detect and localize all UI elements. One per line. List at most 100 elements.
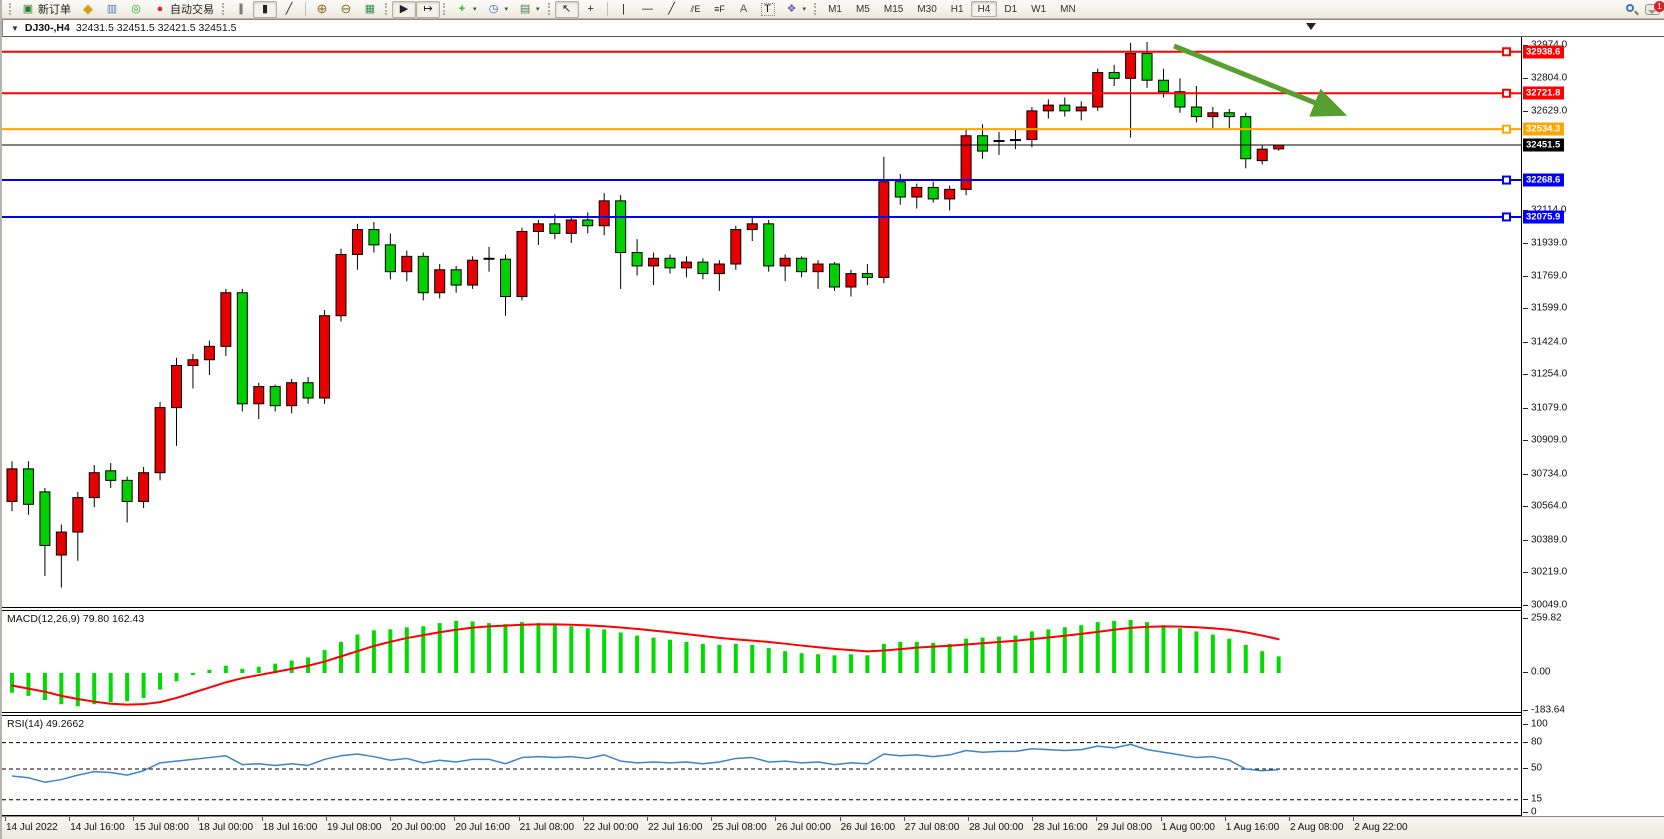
- candle-bearish: [549, 223, 561, 234]
- candlestick-chart-button[interactable]: ▮: [253, 0, 277, 18]
- candle-bullish: [944, 188, 956, 200]
- level-line-endpoint[interactable]: [1502, 88, 1511, 98]
- downtrend-arrow-annotation[interactable]: [1173, 43, 1348, 117]
- time-axis-label: 2 Aug 22:00: [1354, 822, 1408, 833]
- candle-bearish: [977, 135, 989, 152]
- time-axis-label: 1 Aug 00:00: [1161, 822, 1215, 833]
- timeframe-toolbar: M1 M5 M15 M30 H1 H4 D1 W1 MN: [821, 1, 1083, 17]
- macd-indicator-pane[interactable]: MACD(12,26,9) 79.80 162.43: [2, 610, 1521, 713]
- candle-bullish: [1026, 110, 1038, 141]
- chart-shift-button[interactable]: ↦: [416, 0, 440, 18]
- trend-line-tool-button[interactable]: ╱: [660, 1, 684, 18]
- time-scale-axis[interactable]: 14 Jul 2022 14 Jul 16:00 15 Jul 08:00 18 Ju…: [2, 816, 1664, 839]
- price-tick-label-tick: [1523, 275, 1528, 277]
- candle-bearish: [417, 255, 429, 294]
- cursor-icon: ↖: [561, 3, 572, 15]
- timeframe-button-H1[interactable]: H1: [950, 3, 964, 15]
- price-tick-label: 30049.0: [1531, 599, 1568, 611]
- toolbar-grip[interactable]: [9, 3, 13, 15]
- indicators-button[interactable]: + ▾: [450, 1, 482, 18]
- toolbar-grip[interactable]: [443, 3, 447, 15]
- level-price-tag[interactable]: 32534.3: [1523, 122, 1565, 136]
- search-button[interactable]: [1626, 3, 1639, 15]
- auto-trading-button[interactable]: ● 自动交易: [148, 1, 219, 18]
- tile-windows-button[interactable]: ▦: [358, 1, 382, 18]
- time-tick: [711, 817, 713, 821]
- zoom-out-button[interactable]: ⊖: [334, 1, 358, 18]
- price-tick-label-tick: [1523, 539, 1528, 541]
- candle-bearish: [236, 292, 248, 405]
- candle-bearish: [483, 257, 495, 260]
- candle-bearish: [1059, 104, 1071, 112]
- price-tick-label-tick: [1523, 605, 1528, 606]
- price-scale-axis[interactable]: 32974.0 32804.0 32629.0 32114.0 31939.0 31769…: [1521, 37, 1664, 818]
- toolbar-grip[interactable]: [547, 3, 552, 15]
- price-tick-label-tick: [1523, 111, 1528, 113]
- chart-menu-dropdown-icon[interactable]: ▼: [11, 23, 19, 33]
- time-axis-label: 18 Jul 16:00: [262, 822, 318, 833]
- cursor-tool-button[interactable]: ↖: [554, 0, 579, 18]
- price-tick-label: 31079.0: [1531, 402, 1568, 414]
- candle-bullish: [565, 219, 577, 234]
- crosshair-icon: +: [587, 3, 594, 15]
- level-line-endpoint[interactable]: [1502, 124, 1511, 134]
- rsi-scale-label-tick: [1523, 768, 1528, 769]
- horizontal-line-tool-button[interactable]: —: [636, 1, 660, 18]
- toolbar-grip[interactable]: [385, 3, 389, 15]
- arrows-tool-button[interactable]: ❖ ▾: [780, 1, 812, 18]
- price-chart-pane[interactable]: [2, 37, 1521, 608]
- notifications-button[interactable]: 1: [1645, 0, 1664, 15]
- equidistant-channel-tool-button[interactable]: ⫽E: [684, 1, 708, 18]
- time-tick: [582, 817, 584, 821]
- signals-button[interactable]: ◎: [124, 1, 148, 18]
- current-price-tag[interactable]: 32451.5: [1523, 138, 1565, 152]
- timeframe-button-D1[interactable]: D1: [1004, 3, 1018, 15]
- timeframe-button-M1[interactable]: M1: [828, 3, 842, 15]
- text-label-tool-button[interactable]: T: [756, 1, 780, 18]
- rsi-scale-label-tick: [1523, 798, 1528, 800]
- price-tick-label: 31769.0: [1531, 270, 1568, 282]
- vertical-line-tool-button[interactable]: |: [612, 1, 636, 18]
- price-tick-label-tick: [1523, 440, 1528, 442]
- level-price-tag[interactable]: 32268.6: [1523, 173, 1565, 187]
- line-chart-button[interactable]: ╱: [277, 1, 301, 18]
- candle-bearish: [615, 200, 627, 254]
- timeframe-button-MN[interactable]: MN: [1060, 3, 1076, 15]
- level-line-endpoint[interactable]: [1502, 175, 1511, 185]
- level-price-tag[interactable]: 32721.8: [1523, 86, 1565, 100]
- candle-bullish: [532, 223, 544, 232]
- arrows-caret-icon: ▾: [802, 6, 807, 13]
- periods-button[interactable]: ◷ ▾: [482, 1, 514, 18]
- fibonacci-tool-button[interactable]: ≡F: [708, 1, 732, 18]
- vertical-line-icon: |: [622, 3, 625, 15]
- quotes-button[interactable]: ◆: [76, 1, 100, 18]
- indicators-plus-icon: +: [458, 3, 466, 15]
- price-tick-label-tick: [1523, 209, 1528, 211]
- templates-button[interactable]: ▤ ▾: [513, 1, 545, 18]
- level-line-endpoint[interactable]: [1502, 212, 1511, 222]
- level-line-endpoint[interactable]: [1502, 47, 1511, 57]
- bar-chart-button[interactable]: ∥: [229, 1, 253, 18]
- toolbar-grip[interactable]: [814, 3, 818, 15]
- new-order-button[interactable]: ▣ 新订单: [16, 1, 76, 18]
- text-tool-button[interactable]: A: [732, 1, 756, 18]
- depth-of-market-button[interactable]: ▥: [100, 1, 124, 18]
- level-price-tag[interactable]: 32938.6: [1523, 45, 1565, 59]
- chart-shift-marker[interactable]: [1306, 23, 1316, 30]
- timeframe-button-H4[interactable]: H4: [970, 1, 998, 17]
- timeframe-button-M5[interactable]: M5: [855, 3, 870, 15]
- tile-windows-icon: ▦: [364, 3, 376, 15]
- rsi-indicator-pane[interactable]: RSI(14) 49.2662: [2, 715, 1521, 816]
- crosshair-tool-button[interactable]: +: [579, 1, 603, 18]
- time-axis-label: 25 Jul 08:00: [712, 822, 767, 833]
- zoom-in-button[interactable]: ⊕: [310, 1, 334, 18]
- zoom-in-icon: ⊕: [316, 1, 328, 16]
- toolbar-grip[interactable]: [222, 3, 226, 15]
- macd-canvas: [10, 619, 1281, 707]
- price-tick-label-tick: [1523, 77, 1528, 79]
- auto-scroll-button[interactable]: ▶: [392, 0, 416, 18]
- level-price-tag[interactable]: 32075.9: [1523, 210, 1565, 224]
- timeframe-button-M30[interactable]: M30: [917, 3, 937, 15]
- timeframe-button-M15[interactable]: M15: [883, 3, 904, 15]
- timeframe-button-W1[interactable]: W1: [1031, 3, 1047, 15]
